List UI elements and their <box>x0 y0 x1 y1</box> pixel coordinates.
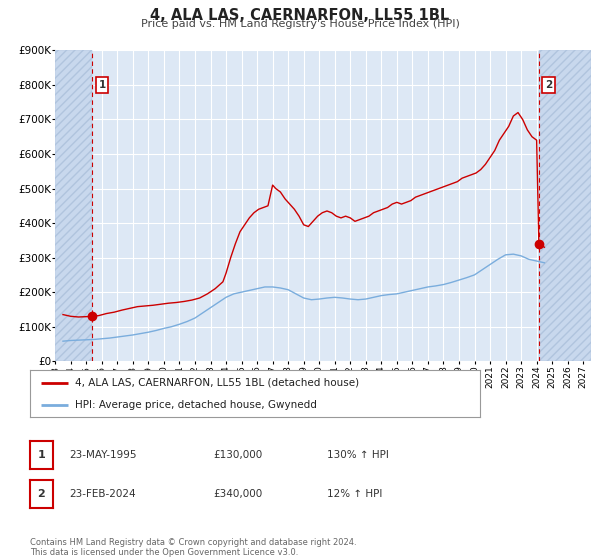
Text: 4, ALA LAS, CAERNARFON, LL55 1BL (detached house): 4, ALA LAS, CAERNARFON, LL55 1BL (detach… <box>75 378 359 388</box>
Text: £130,000: £130,000 <box>213 450 262 460</box>
Text: 1: 1 <box>98 80 106 90</box>
Text: HPI: Average price, detached house, Gwynedd: HPI: Average price, detached house, Gwyn… <box>75 400 317 410</box>
Text: 2: 2 <box>38 489 45 499</box>
Text: 1: 1 <box>38 450 45 460</box>
Text: £340,000: £340,000 <box>213 489 262 499</box>
Text: 12% ↑ HPI: 12% ↑ HPI <box>327 489 382 499</box>
Text: 23-MAY-1995: 23-MAY-1995 <box>69 450 137 460</box>
Text: 4, ALA LAS, CAERNARFON, LL55 1BL: 4, ALA LAS, CAERNARFON, LL55 1BL <box>151 8 449 24</box>
Text: Price paid vs. HM Land Registry's House Price Index (HPI): Price paid vs. HM Land Registry's House … <box>140 19 460 29</box>
Text: Contains HM Land Registry data © Crown copyright and database right 2024.
This d: Contains HM Land Registry data © Crown c… <box>30 538 356 557</box>
Text: 2: 2 <box>545 80 553 90</box>
Text: 130% ↑ HPI: 130% ↑ HPI <box>327 450 389 460</box>
Text: 23-FEB-2024: 23-FEB-2024 <box>69 489 136 499</box>
